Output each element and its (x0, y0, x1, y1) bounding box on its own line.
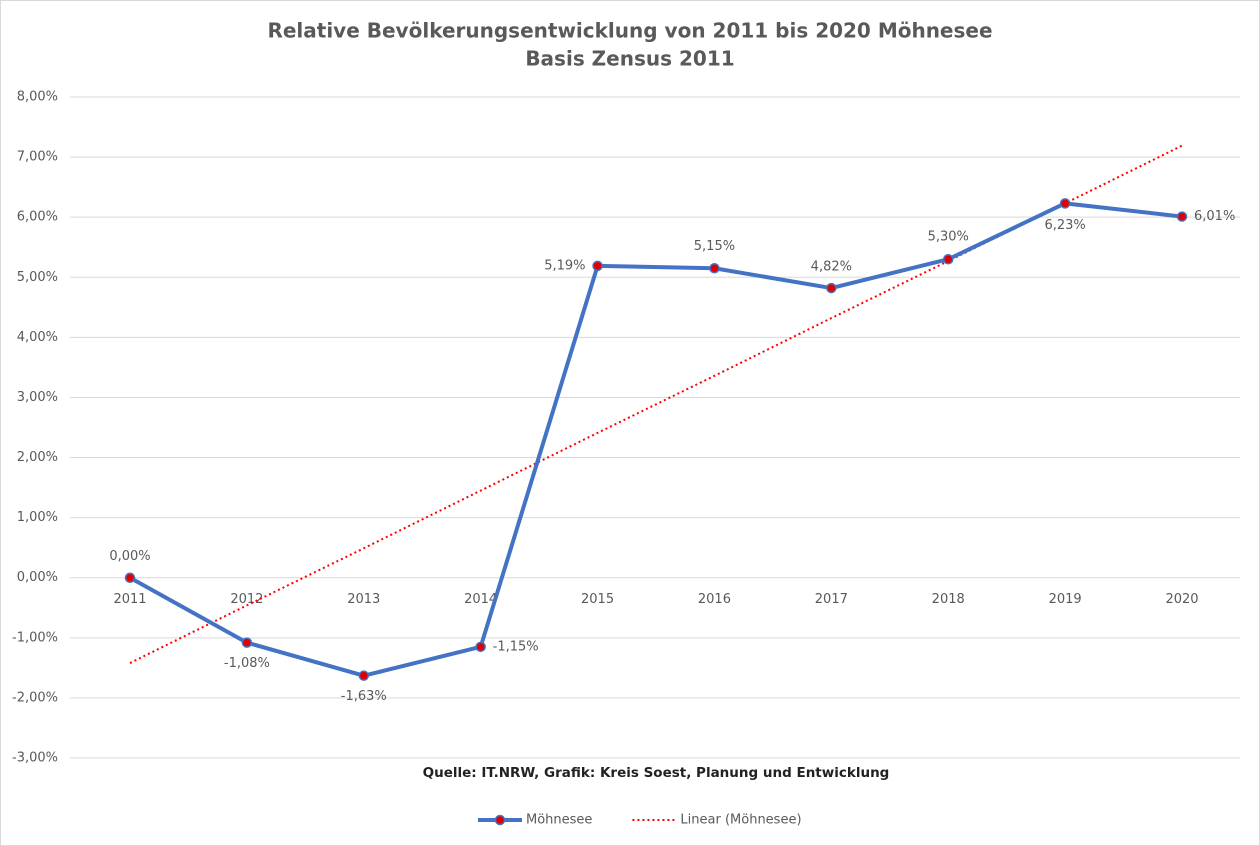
data-label: 4,82% (811, 260, 852, 275)
legend-label: Linear (Möhnesee) (680, 813, 801, 828)
y-tick-label: 7,00% (17, 150, 58, 165)
data-point (1059, 198, 1071, 209)
legend-label: Möhnesee (526, 813, 592, 828)
data-label: -1,15% (493, 639, 539, 654)
data-label: 5,19% (544, 258, 585, 273)
y-tick-label: 4,00% (17, 330, 58, 345)
data-point (475, 641, 486, 653)
data-label: -1,08% (224, 656, 270, 671)
chart-subtitle: Basis Zensus 2011 (525, 47, 734, 71)
data-point (942, 253, 954, 265)
data-label: 5,30% (928, 230, 969, 245)
data-point (241, 637, 253, 648)
x-tick-label: 2020 (1165, 592, 1198, 607)
x-tick-label: 2011 (113, 592, 146, 607)
series-line (129, 201, 1183, 678)
y-tick-label: 2,00% (17, 450, 58, 465)
data-point (358, 670, 370, 681)
data-point (826, 282, 837, 294)
y-tick-label: 1,00% (17, 510, 58, 525)
data-label: 5,15% (694, 239, 735, 254)
y-tick-label: 5,00% (17, 270, 58, 285)
x-tick-label: 2013 (347, 592, 380, 607)
y-tick-label: -2,00% (12, 690, 58, 705)
y-tick-label: 8,00% (17, 90, 58, 105)
chart-title: Relative Bevölkerungsentwicklung von 201… (267, 19, 992, 43)
y-tick-label: -1,00% (12, 630, 58, 645)
data-point (124, 572, 136, 583)
legend-marker (494, 814, 506, 826)
y-tick-label: 3,00% (17, 390, 58, 405)
source-note: Quelle: IT.NRW, Grafik: Kreis Soest, Pla… (423, 765, 890, 781)
x-tick-label: 2019 (1049, 592, 1082, 607)
data-point (1176, 211, 1188, 222)
x-tick-label: 2014 (464, 592, 497, 607)
x-tick-label: 2015 (581, 592, 614, 607)
x-tick-label: 2018 (932, 592, 965, 607)
data-label: 6,23% (1044, 218, 1085, 233)
x-tick-label: 2012 (230, 592, 263, 607)
data-point (709, 263, 720, 274)
data-label: -1,63% (341, 689, 387, 704)
x-tick-label: 2016 (698, 592, 731, 607)
data-label: 0,00% (109, 549, 150, 564)
data-point (592, 260, 603, 272)
data-label: 6,01% (1194, 209, 1235, 224)
x-tick-label: 2017 (815, 592, 848, 607)
y-tick-label: -3,00% (12, 751, 58, 766)
y-tick-label: 0,00% (17, 570, 58, 585)
y-tick-label: 6,00% (17, 210, 58, 225)
